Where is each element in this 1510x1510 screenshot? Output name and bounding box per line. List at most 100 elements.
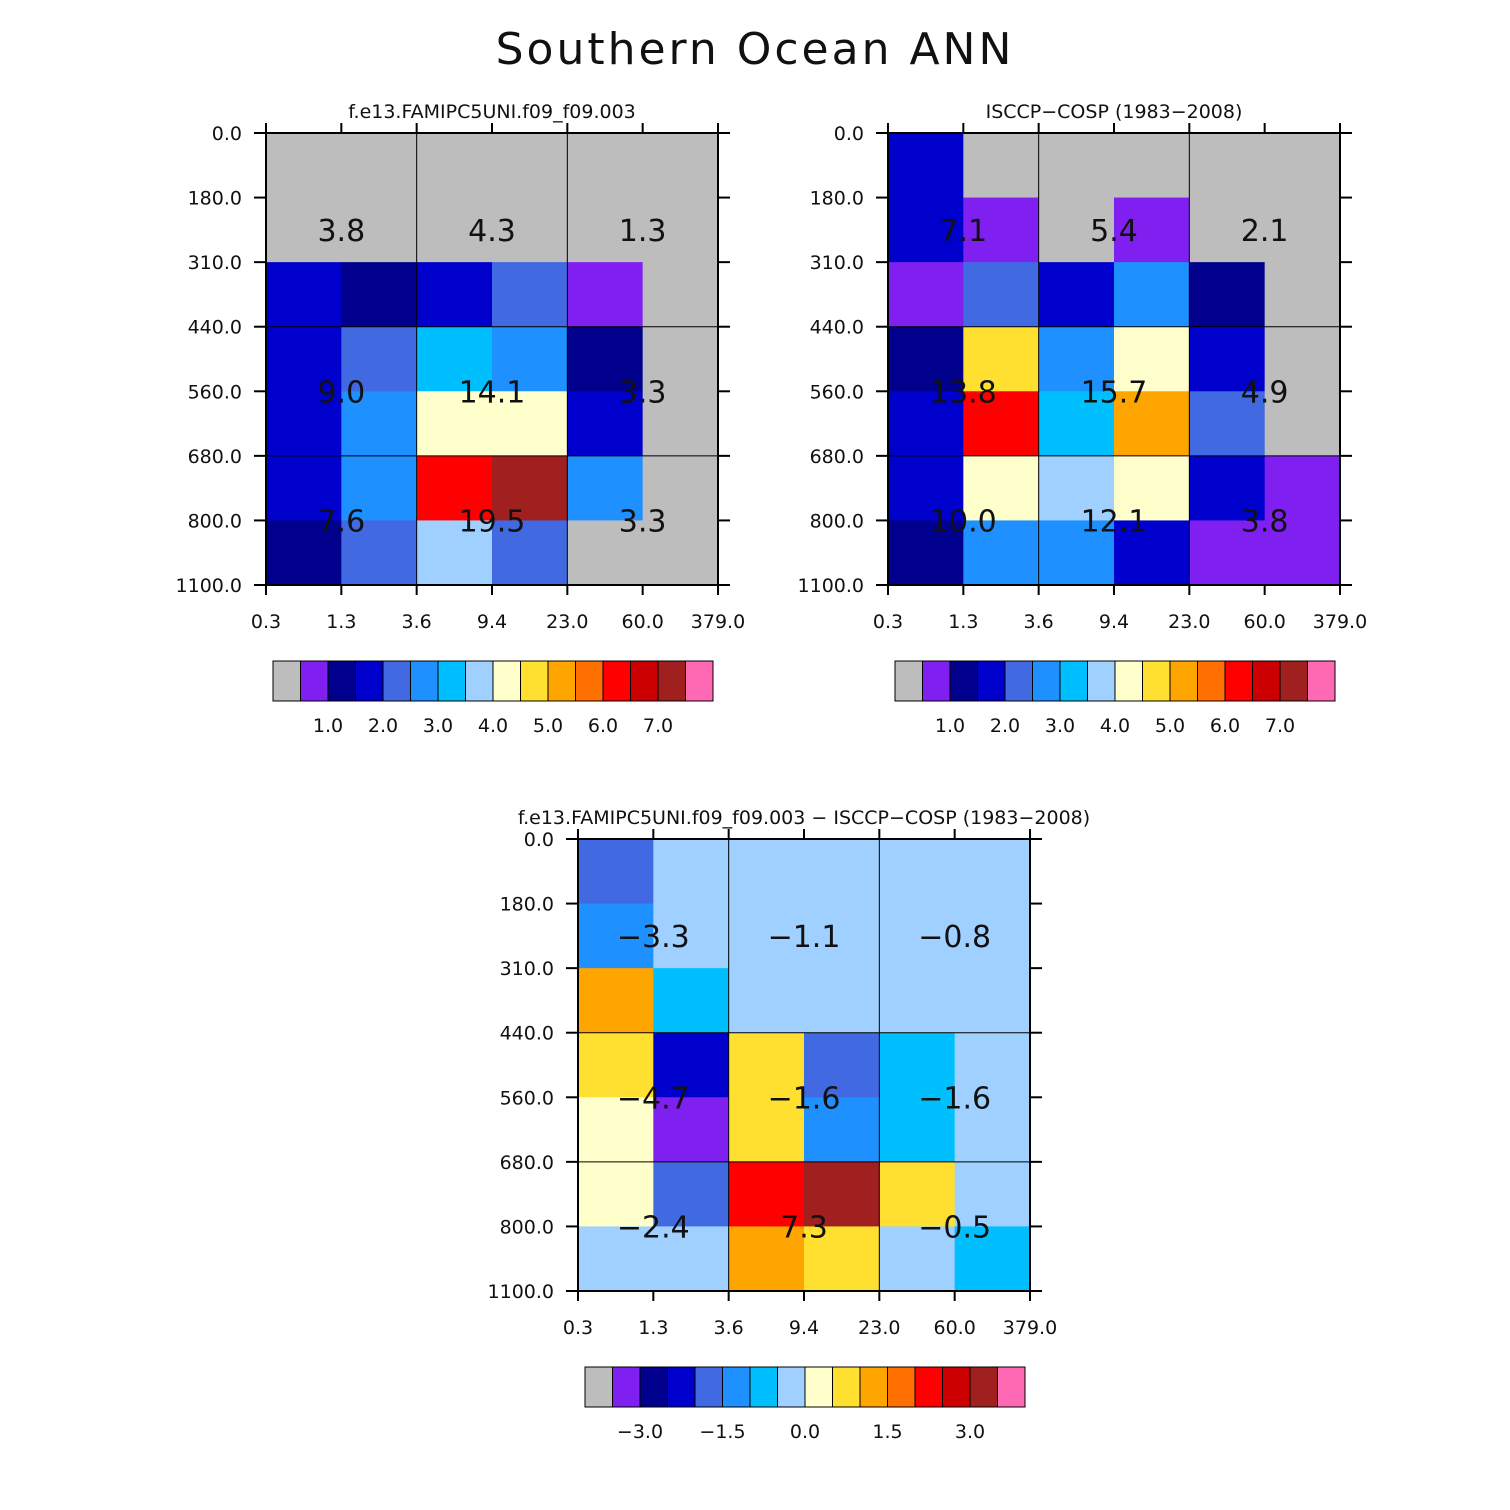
x-tick-label: 3.6 xyxy=(402,611,432,633)
heatmap-cell xyxy=(888,197,964,263)
y-tick-label: 180.0 xyxy=(810,188,864,210)
summary-value: 7.6 xyxy=(317,504,365,539)
summary-value: 7.3 xyxy=(780,1210,828,1245)
heatmap-cell xyxy=(728,1226,805,1292)
heatmap-cell xyxy=(266,262,342,328)
heatmap-cell xyxy=(642,326,719,392)
heatmap-cell xyxy=(1264,262,1341,328)
heatmap-cell xyxy=(1038,262,1115,328)
colorbar-label: 4.0 xyxy=(1100,715,1130,737)
heatmap-cell xyxy=(1038,133,1115,199)
x-tick-label: 3.6 xyxy=(714,1317,744,1339)
heatmap-cell xyxy=(567,133,644,199)
colorbar-label: 2.0 xyxy=(368,715,398,737)
heatmap-cell xyxy=(578,903,654,969)
heatmap-cell xyxy=(578,1032,654,1098)
summary-value: −2.4 xyxy=(617,1210,690,1245)
heatmap-cell xyxy=(341,455,418,521)
heatmap-cell xyxy=(266,133,342,199)
colorbar-swatch xyxy=(859,1366,888,1408)
summary-value: 4.9 xyxy=(1241,375,1289,410)
colorbar-swatch xyxy=(922,660,951,702)
heatmap-cell xyxy=(341,262,418,328)
summary-value: −0.5 xyxy=(918,1210,991,1245)
heatmap-cell xyxy=(653,1097,730,1163)
heatmap-cell xyxy=(653,968,730,1034)
summary-value: 3.3 xyxy=(619,504,667,539)
y-tick-label: 310.0 xyxy=(500,958,554,980)
summary-value: −1.6 xyxy=(918,1081,991,1116)
colorbar-label: 1.0 xyxy=(935,715,965,737)
heatmap-cell xyxy=(642,133,719,199)
summary-value: −3.3 xyxy=(617,920,690,955)
colorbar-swatch xyxy=(382,660,411,702)
heatmap-cell xyxy=(642,262,719,328)
colorbar-swatch xyxy=(667,1366,696,1408)
heatmap-cell xyxy=(266,326,342,392)
heatmap-cell xyxy=(879,968,956,1034)
heatmap-cell xyxy=(879,839,956,905)
heatmap-cell xyxy=(954,839,1031,905)
heatmap-cell xyxy=(492,262,568,328)
heatmap-cell xyxy=(954,968,1031,1034)
colorbar-label: 1.0 xyxy=(313,715,343,737)
heatmap-cell xyxy=(888,391,964,457)
heatmap-cell xyxy=(804,1161,880,1227)
colorbar-swatch xyxy=(1307,660,1336,702)
heatmap-cell xyxy=(492,326,568,392)
y-tick-label: 440.0 xyxy=(810,317,864,339)
heatmap-cell xyxy=(642,197,719,263)
y-tick-label: 1100.0 xyxy=(176,575,242,597)
x-tick-label: 379.0 xyxy=(691,611,745,633)
heatmap-cell xyxy=(266,455,342,521)
colorbar-swatch xyxy=(722,1366,751,1408)
heatmap-cell xyxy=(954,1097,1031,1163)
colorbar-label: 6.0 xyxy=(1210,715,1240,737)
heatmap-cell xyxy=(1038,455,1115,521)
summary-value: −1.1 xyxy=(768,920,841,955)
colorbar-label: 3.0 xyxy=(423,715,453,737)
y-tick-label: 800.0 xyxy=(500,1216,554,1238)
heatmap-cell xyxy=(567,520,644,586)
summary-value: 12.1 xyxy=(1081,504,1148,539)
heatmap-cell xyxy=(804,1226,880,1292)
y-tick-label: 310.0 xyxy=(810,252,864,274)
colorbar-swatch xyxy=(630,660,659,702)
colorbar-swatch xyxy=(300,660,329,702)
x-tick-label: 379.0 xyxy=(1313,611,1367,633)
y-tick-label: 310.0 xyxy=(188,252,242,274)
heatmap-cell xyxy=(1264,520,1341,586)
colorbar-swatch xyxy=(639,1366,668,1408)
y-tick-label: 180.0 xyxy=(188,188,242,210)
x-tick-label: 0.3 xyxy=(873,611,903,633)
heatmap-cell xyxy=(954,1226,1031,1292)
heatmap-cell xyxy=(567,197,644,263)
summary-value: −1.6 xyxy=(768,1081,841,1116)
summary-value: 7.1 xyxy=(939,214,987,249)
heatmap-cell xyxy=(879,1161,956,1227)
x-tick-label: 9.4 xyxy=(1099,611,1129,633)
colorbar-swatch xyxy=(355,660,384,702)
colorbar-swatch xyxy=(1224,660,1253,702)
colorbar-label: 2.0 xyxy=(990,715,1020,737)
colorbar-swatch xyxy=(1279,660,1308,702)
colorbar-swatch xyxy=(1004,660,1033,702)
summary-value: 19.5 xyxy=(459,504,526,539)
heatmap-cell xyxy=(954,903,1031,969)
x-tick-label: 3.6 xyxy=(1024,611,1054,633)
heatmap-cell xyxy=(341,326,418,392)
heatmap-cell xyxy=(963,197,1040,263)
y-tick-label: 440.0 xyxy=(188,317,242,339)
heatmap-cell xyxy=(578,1097,654,1163)
summary-value: 14.1 xyxy=(459,375,526,410)
heatmap-cell xyxy=(804,968,880,1034)
colorbar-label: −3.0 xyxy=(617,1421,663,1443)
y-tick-label: 680.0 xyxy=(810,446,864,468)
colorbar-swatch xyxy=(749,1366,778,1408)
colorbar-swatch xyxy=(694,1366,723,1408)
summary-value: 10.0 xyxy=(930,504,997,539)
colorbar-swatch xyxy=(465,660,494,702)
y-tick-label: 0.0 xyxy=(834,123,864,145)
colorbar-swatch xyxy=(832,1366,861,1408)
